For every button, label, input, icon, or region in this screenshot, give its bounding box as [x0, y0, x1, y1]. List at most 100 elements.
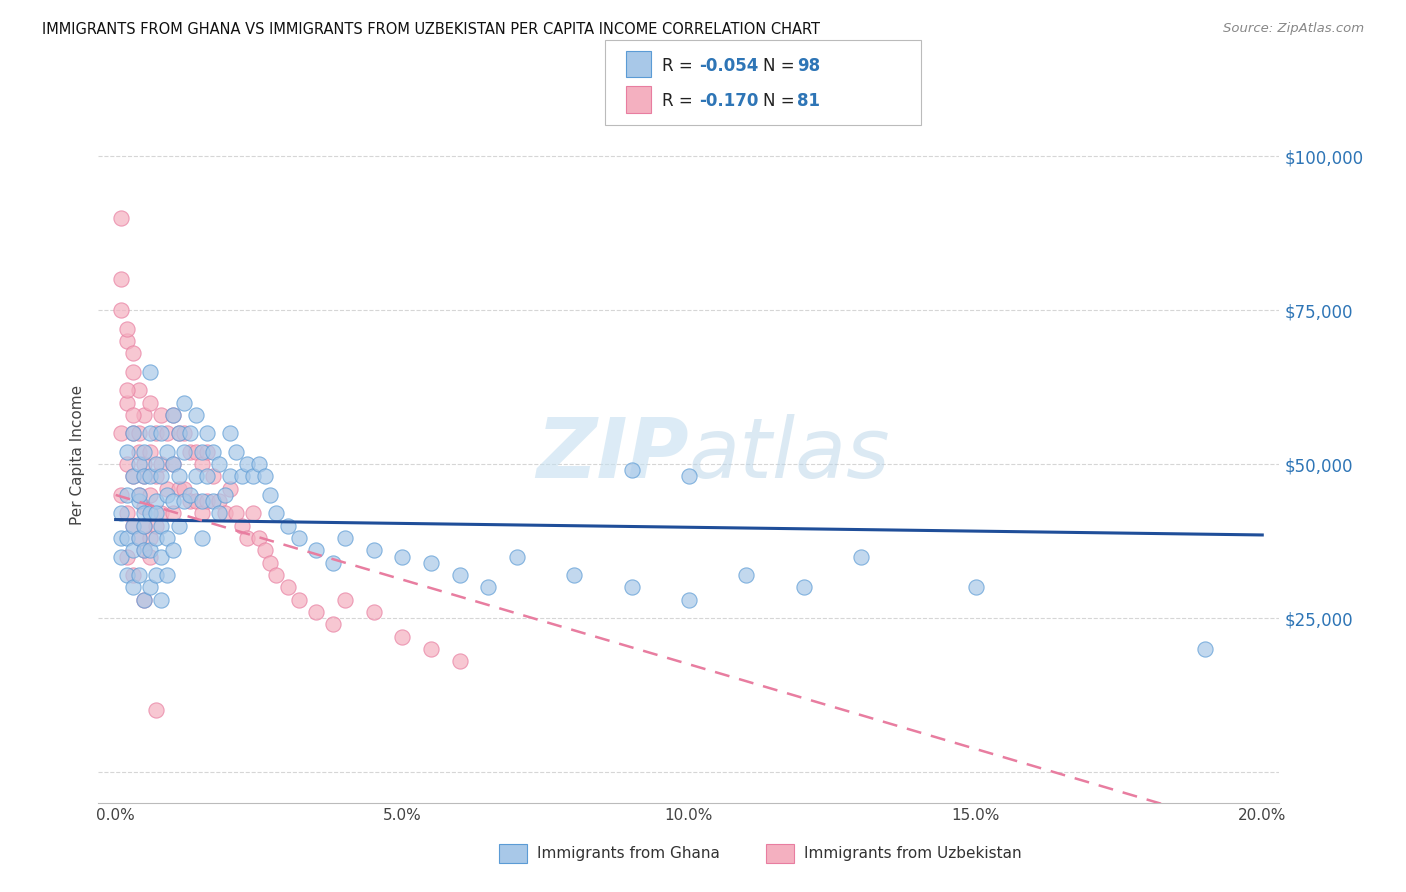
Point: [173, 482, 195, 496]
Point: [219, 482, 242, 496]
Point: [115, 395, 138, 409]
Point: [190, 531, 212, 545]
Point: [150, 408, 173, 422]
Point: [121, 365, 143, 379]
Point: [333, 592, 356, 607]
Point: [134, 457, 156, 471]
Point: [208, 494, 231, 508]
Text: -0.054: -0.054: [699, 57, 758, 75]
Point: [208, 457, 231, 471]
Text: -0.170: -0.170: [699, 93, 758, 111]
Point: [156, 568, 179, 582]
Point: [449, 568, 471, 582]
Point: [420, 641, 443, 656]
Point: [247, 457, 270, 471]
Point: [128, 531, 150, 545]
Point: [145, 568, 167, 582]
Point: [305, 605, 328, 619]
Point: [110, 531, 132, 545]
Point: [288, 592, 311, 607]
Point: [121, 518, 143, 533]
Point: [620, 580, 643, 594]
Point: [156, 445, 179, 459]
Point: [173, 426, 195, 441]
Point: [139, 531, 162, 545]
Point: [134, 592, 156, 607]
Point: [145, 703, 167, 717]
Point: [253, 543, 276, 558]
Point: [139, 580, 162, 594]
Point: [110, 507, 132, 521]
Point: [128, 531, 150, 545]
Point: [134, 469, 156, 483]
Point: [128, 384, 150, 398]
Point: [115, 384, 138, 398]
Point: [420, 556, 443, 570]
Point: [121, 469, 143, 483]
Point: [184, 408, 207, 422]
Point: [162, 457, 184, 471]
Point: [121, 580, 143, 594]
Point: [145, 426, 167, 441]
Point: [115, 488, 138, 502]
Point: [128, 457, 150, 471]
Point: [179, 445, 201, 459]
Point: [150, 518, 173, 533]
Point: [678, 469, 700, 483]
Point: [145, 457, 167, 471]
Point: [110, 303, 132, 318]
Point: [277, 518, 299, 533]
Point: [190, 457, 212, 471]
Text: Immigrants from Ghana: Immigrants from Ghana: [537, 847, 720, 861]
Point: [115, 507, 138, 521]
Point: [134, 543, 156, 558]
Point: [110, 211, 132, 225]
Point: [1194, 641, 1216, 656]
Point: [562, 568, 585, 582]
Text: Source: ZipAtlas.com: Source: ZipAtlas.com: [1223, 22, 1364, 36]
Point: [128, 488, 150, 502]
Point: [202, 469, 225, 483]
Text: Immigrants from Uzbekistan: Immigrants from Uzbekistan: [804, 847, 1022, 861]
Point: [115, 531, 138, 545]
Text: R =: R =: [662, 93, 703, 111]
Y-axis label: Per Capita Income: Per Capita Income: [70, 384, 86, 525]
Point: [167, 426, 190, 441]
Point: [115, 445, 138, 459]
Point: [134, 592, 156, 607]
Point: [150, 457, 173, 471]
Point: [156, 488, 179, 502]
Point: [128, 445, 150, 459]
Point: [184, 494, 207, 508]
Point: [156, 482, 179, 496]
Point: [139, 549, 162, 564]
Point: [322, 617, 344, 632]
Point: [121, 426, 143, 441]
Point: [179, 494, 201, 508]
Point: [162, 457, 184, 471]
Point: [110, 426, 132, 441]
Point: [121, 408, 143, 422]
Point: [121, 518, 143, 533]
Point: [288, 531, 311, 545]
Point: [208, 507, 231, 521]
Point: [167, 469, 190, 483]
Point: [110, 272, 132, 286]
Text: N =: N =: [763, 93, 800, 111]
Point: [145, 469, 167, 483]
Point: [139, 445, 162, 459]
Point: [195, 494, 218, 508]
Point: [156, 531, 179, 545]
Point: [115, 549, 138, 564]
Point: [214, 488, 236, 502]
Point: [121, 568, 143, 582]
Text: ZIP: ZIP: [536, 415, 689, 495]
Point: [128, 488, 150, 502]
Point: [145, 494, 167, 508]
Point: [190, 507, 212, 521]
Point: [134, 445, 156, 459]
Text: IMMIGRANTS FROM GHANA VS IMMIGRANTS FROM UZBEKISTAN PER CAPITA INCOME CORRELATIO: IMMIGRANTS FROM GHANA VS IMMIGRANTS FROM…: [42, 22, 820, 37]
Point: [202, 494, 225, 508]
Point: [793, 580, 815, 594]
Point: [219, 469, 242, 483]
